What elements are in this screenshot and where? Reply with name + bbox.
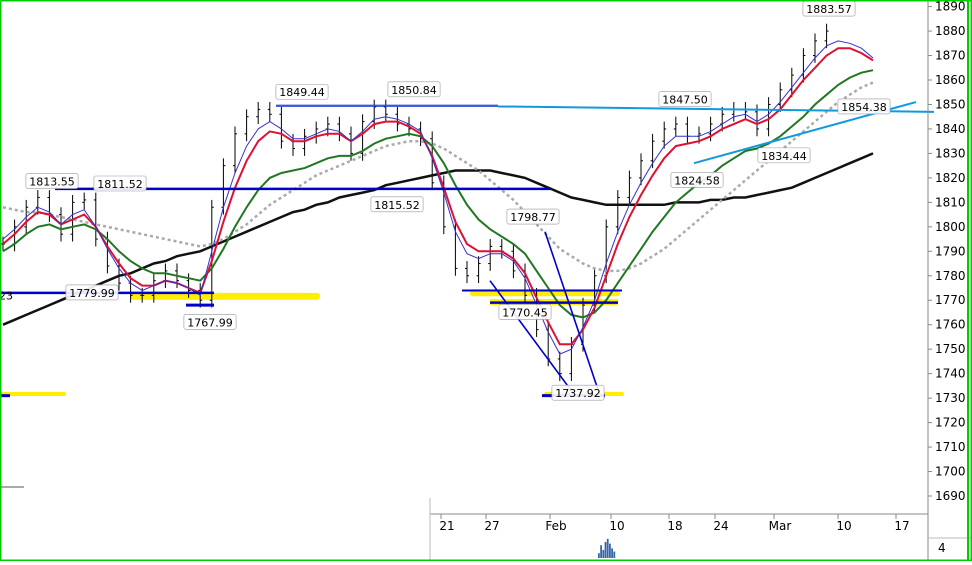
level-label: 1824.58 [674,174,720,187]
level-label-box [837,98,891,115]
x-tick-label: 21 [439,519,454,533]
volume-bar [613,551,616,558]
y-tick-label: 1750 [935,342,966,356]
y-tick-label: 1890 [935,0,966,14]
y-tick-label: 1700 [935,465,966,479]
y-tick-label: 1730 [935,391,966,405]
level-label: 1770.45 [502,306,548,319]
level-label: 1854.38 [841,101,887,114]
y-tick-label: 1760 [935,318,966,332]
level-label: 1850.84 [391,84,437,97]
y-tick-label: 1880 [935,24,966,38]
level-label-box [183,313,237,330]
level-label-box [25,173,79,189]
x-tick-label: 24 [713,519,728,533]
level-label-box [65,284,119,301]
volume-bar [611,548,613,558]
level-label-box [757,147,811,164]
support-lines [0,101,935,398]
x-tick-label: Feb [545,519,566,533]
highlight-zone [0,392,66,397]
series-ema-red-line [2,47,874,346]
level-label: 1737.92 [555,387,601,400]
wedge-line [544,231,601,396]
highlight-zone [130,292,320,300]
y-tick-label: 1850 [935,97,966,111]
y-tick-label: 1790 [935,244,966,258]
level-label-box [498,304,552,320]
level-label: 1883.57 [806,3,852,16]
volume-bar [604,542,607,558]
y-tick-label: 1770 [935,293,966,307]
level-label: 1779.99 [69,287,115,300]
level-label-box [387,81,441,98]
level-label: 1811.52 [97,178,143,191]
level-label: 23 [0,289,13,302]
volume-bar [609,543,611,558]
y-tick-label: 1690 [935,489,966,503]
x-tick-label: 17 [894,519,909,533]
volume-bar [606,538,609,558]
level-label-box [506,208,560,225]
y-tick-label: 1830 [935,146,966,160]
y-tick-label: 1780 [935,269,966,283]
volume-bar [600,545,602,558]
wedge-line [489,280,576,397]
x-tick-label: 18 [667,519,682,533]
y-tick-label: 1710 [935,440,966,454]
y-tick-label: 1860 [935,73,966,87]
series-ema-fast-line [2,40,874,355]
level-label: 1815.52 [374,199,420,212]
level-label: 1834.44 [761,150,807,163]
series-layer [1,23,874,381]
x-tick-label: 10 [836,519,851,533]
x-tick-label: Mar [769,519,792,533]
y-tick-label: 1720 [935,416,966,430]
y-tick-label: 1740 [935,367,966,381]
level-labels: 1813.55 1811.52 1779.99 1767.99 1849.44 1850.… [0,0,891,401]
level-label: 1847.50 [662,94,708,107]
level-label: 1849.44 [279,86,325,99]
level-label: 1813.55 [29,176,75,189]
y-tick-label: 1810 [935,195,966,209]
level-label-box [370,196,424,213]
x-tick-label: 27 [484,519,499,533]
level-label-box [551,384,605,401]
level-label-box [93,175,147,192]
level-label-box [275,83,329,100]
y-tick-label: 1820 [935,171,966,185]
y-tick-label: 1840 [935,122,966,136]
y-tick-label: 1870 [935,49,966,63]
level-label-box [658,91,712,107]
y-tick-label: 1800 [935,220,966,234]
volume-bar [598,553,600,558]
level-label: 1767.99 [187,316,233,329]
series-ema-green-line [2,69,874,319]
x-tick-label: 10 [609,519,624,533]
level-label-box [670,172,724,188]
volume-bar [602,550,605,558]
volume-axis-label: 4 [938,541,946,555]
level-label: 1798.77 [510,211,556,224]
